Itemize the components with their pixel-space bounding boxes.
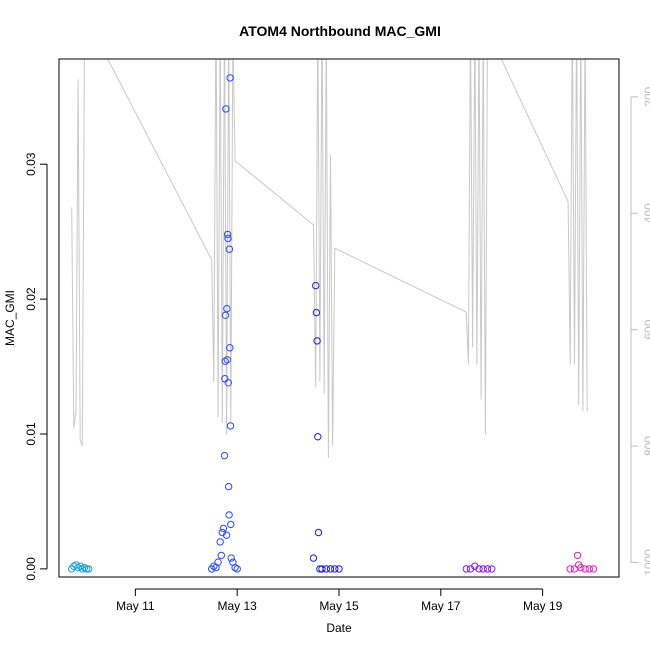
data-point — [566, 565, 574, 573]
secondary-tick-label: 600 — [642, 319, 650, 339]
data-point — [227, 520, 235, 529]
data-point — [585, 565, 593, 573]
data-point — [335, 565, 343, 573]
secondary-tick-label: 1000 — [642, 549, 650, 576]
data-point — [82, 565, 91, 573]
series-0 — [68, 561, 93, 573]
data-point — [483, 565, 492, 573]
y-tick-label: 0.00 — [24, 557, 38, 581]
data-point — [462, 565, 470, 573]
data-point — [231, 563, 239, 572]
data-point — [223, 304, 231, 313]
x-tick-label: May 11 — [116, 599, 155, 613]
data-point — [217, 551, 226, 560]
data-point — [222, 531, 231, 539]
data-point — [326, 565, 335, 573]
data-point — [223, 356, 232, 364]
data-point — [331, 565, 339, 573]
data-point — [226, 74, 234, 82]
data-point — [225, 245, 234, 253]
secondary-tick-label: 400 — [642, 203, 650, 223]
data-point — [475, 565, 483, 573]
data-point — [233, 565, 241, 573]
data-point — [318, 565, 326, 573]
axes-layer: May 11 May 13 May 15 May 17 May 19 0.00 0.01 0.… — [24, 86, 650, 613]
data-point — [219, 524, 228, 533]
data-point — [309, 554, 318, 562]
data-point — [314, 528, 323, 537]
data-point — [312, 308, 321, 317]
y-tick-label: 0.03 — [24, 152, 38, 176]
series-2 — [309, 281, 343, 573]
data-point — [224, 379, 233, 387]
points-layer — [68, 74, 598, 573]
data-point — [226, 422, 235, 430]
data-point — [80, 563, 89, 572]
data-point — [226, 344, 234, 352]
x-tick-label: May 13 — [218, 599, 258, 613]
data-point — [312, 281, 320, 290]
data-point — [577, 563, 585, 572]
data-point — [225, 482, 233, 491]
data-point — [581, 565, 589, 573]
data-point — [314, 433, 322, 441]
data-point — [225, 511, 233, 519]
x-axis-label: Date — [326, 621, 352, 635]
data-point — [221, 311, 230, 319]
secondary-series-line — [71, 59, 588, 458]
data-point — [221, 357, 229, 365]
data-point — [322, 565, 330, 573]
y-axis-label: MAC_GMI — [3, 290, 17, 346]
plot-frame — [58, 58, 620, 578]
y-tick-label: 0.01 — [24, 422, 38, 446]
data-point — [589, 565, 598, 573]
data-point — [216, 538, 224, 546]
x-tick-label: May 19 — [523, 599, 563, 613]
chart-title: ATOM4 Northbound MAC_GMI — [239, 23, 441, 39]
secondary-tick-label: 200 — [642, 86, 650, 106]
data-point — [223, 230, 232, 239]
data-point — [214, 558, 222, 566]
data-point — [222, 105, 230, 113]
data-point — [227, 554, 235, 562]
data-point — [85, 565, 93, 573]
data-point — [220, 451, 229, 460]
x-tick-label: May 17 — [421, 599, 461, 613]
data-point — [313, 337, 321, 345]
series-1 — [208, 74, 241, 573]
series-3 — [462, 562, 496, 573]
data-point — [224, 234, 232, 243]
data-point — [479, 565, 487, 573]
data-point — [488, 565, 496, 573]
data-point — [573, 551, 582, 560]
secondary-tick-label: 800 — [642, 436, 650, 456]
secondary-line-layer — [71, 59, 588, 458]
series-4 — [566, 551, 598, 573]
y-tick-label: 0.02 — [24, 287, 38, 311]
data-point — [210, 562, 218, 570]
data-point — [570, 565, 579, 573]
x-tick-label: May 15 — [319, 599, 359, 613]
